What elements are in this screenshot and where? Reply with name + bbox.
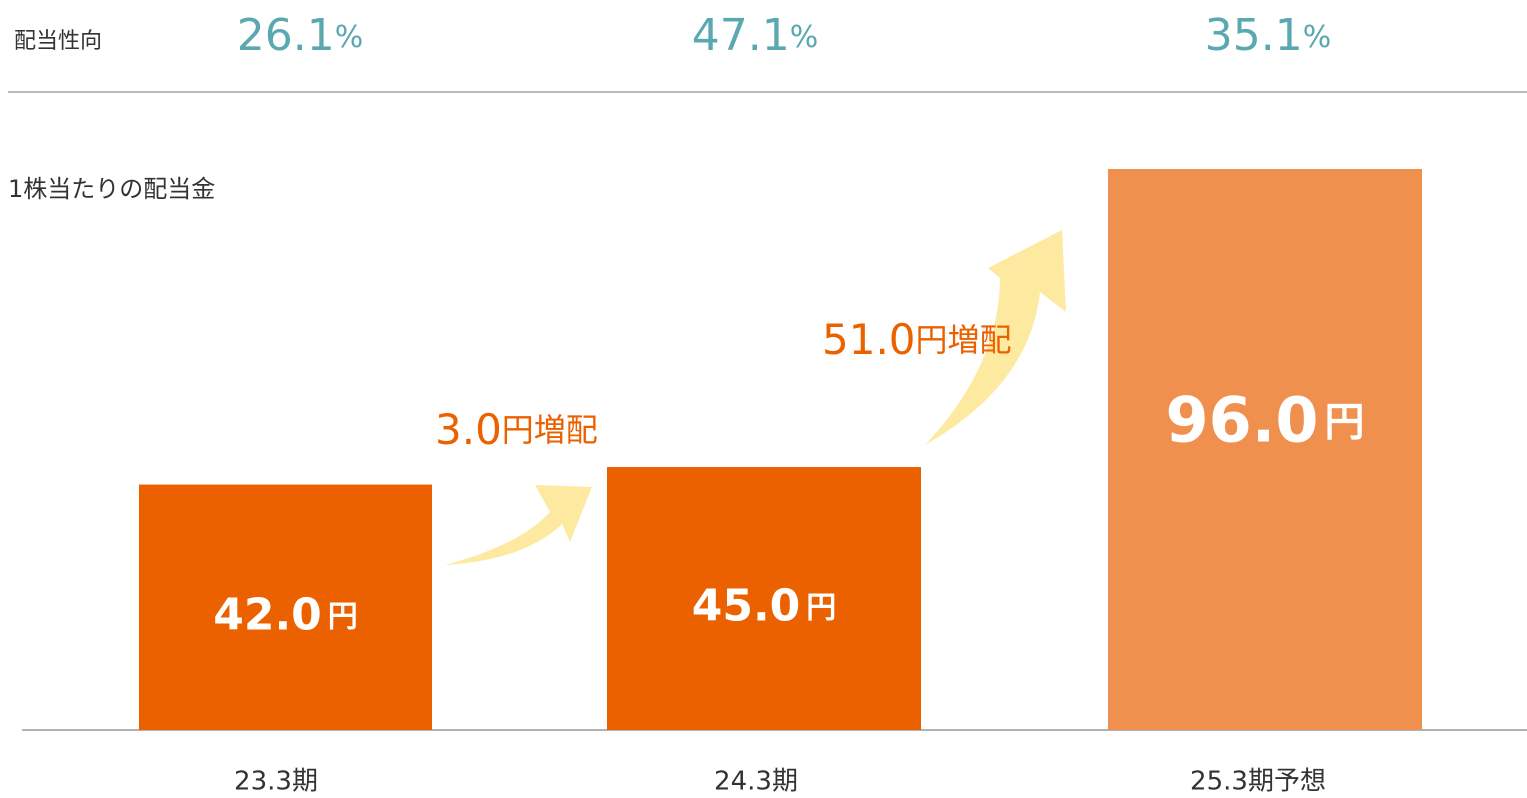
ratio-unit: % — [335, 20, 364, 55]
x-tick-label: 25.3期予想 — [1190, 767, 1326, 797]
increase-text: 円増配 — [502, 411, 598, 449]
ratio-value: 47.1 — [692, 10, 790, 61]
data-label-value: 42.0 — [213, 589, 322, 640]
bar — [607, 467, 921, 730]
increase-label: 51.0円増配 — [822, 315, 1012, 364]
ratio-value: 26.1 — [237, 10, 335, 61]
increase-arrow — [925, 230, 1066, 445]
increase-arrow — [445, 485, 592, 565]
x-tick-label: 23.3期 — [234, 767, 318, 797]
payout-ratio: 47.1% — [692, 10, 818, 61]
payout-ratio: 35.1% — [1205, 10, 1331, 61]
x-tick-label: 24.3期 — [714, 767, 798, 797]
bar — [1108, 169, 1422, 730]
increase-label: 3.0円増配 — [435, 405, 598, 454]
data-label-value: 45.0 — [692, 581, 801, 632]
data-label: 96.0 円 — [1166, 384, 1365, 457]
increase-text: 円増配 — [916, 321, 1012, 359]
ratio-label: 配当性向 — [14, 29, 102, 54]
data-label-unit: 円 — [1324, 400, 1364, 446]
increase-amount: 3.0 — [435, 405, 502, 454]
ratio-value: 35.1 — [1205, 10, 1303, 61]
payout-ratio: 26.1% — [237, 10, 363, 61]
data-label-unit: 円 — [328, 599, 358, 634]
data-label: 45.0 円 — [692, 581, 837, 632]
y-label: 1株当たりの配当金 — [8, 175, 215, 203]
bar — [139, 484, 432, 730]
ratio-unit: % — [790, 20, 819, 55]
data-label: 42.0 円 — [213, 589, 358, 640]
data-label-value: 96.0 — [1166, 384, 1319, 457]
increase-amount: 51.0 — [822, 315, 916, 364]
data-label-unit: 円 — [806, 590, 836, 625]
ratio-unit: % — [1303, 20, 1332, 55]
